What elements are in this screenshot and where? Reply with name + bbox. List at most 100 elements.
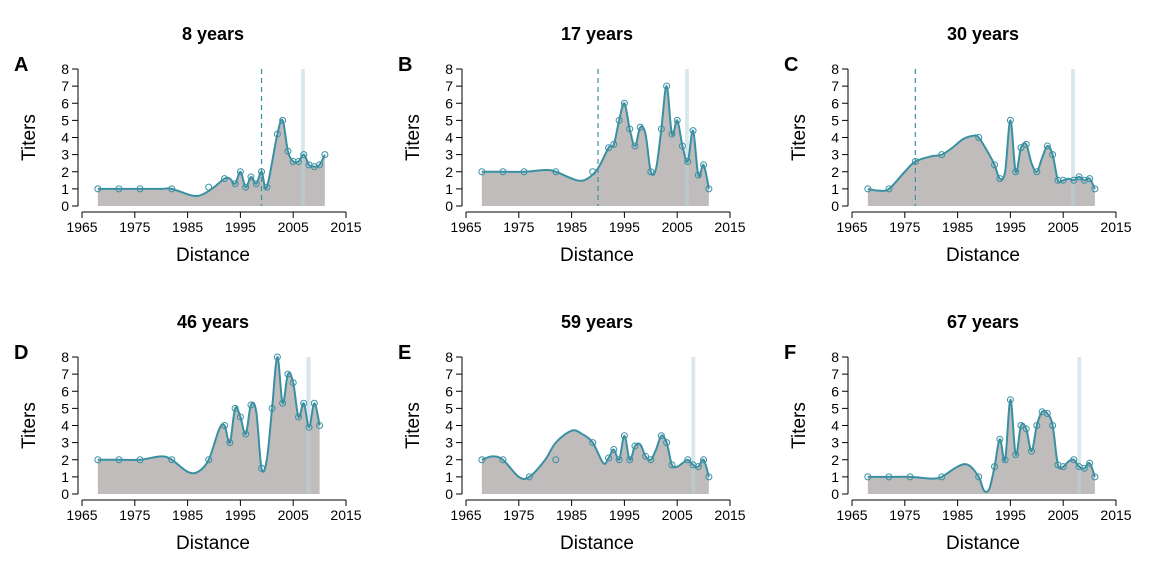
area-fill [97,356,320,494]
data-point [1059,463,1067,471]
data-point [289,157,297,165]
data-point [294,157,302,165]
y-tick-label: 7 [831,366,839,382]
data-point [700,456,708,464]
data-point [1017,422,1025,429]
y-tick-label: 8 [445,349,453,365]
data-point [694,171,702,179]
x-tick-label: 1965 [836,219,867,235]
data-point [221,175,229,183]
data-point [626,125,634,133]
data-point [684,157,692,165]
data-point [136,185,144,193]
data-point [911,157,919,165]
series-line [867,398,1096,493]
y-tick-label: 4 [61,418,69,434]
x-axis-label: Distance [946,533,1020,554]
data-point [300,399,308,407]
data-point [631,442,639,450]
panel-letter: C [784,54,798,76]
x-tick-label: 1975 [503,507,534,523]
y-tick-label: 8 [61,349,69,365]
panel-title: 67 years [947,312,1019,332]
panel-letter: E [398,342,411,364]
data-point [1043,410,1051,418]
data-point [316,422,324,429]
data-point [1033,422,1041,429]
data-point [1012,168,1020,176]
data-point [906,473,914,481]
data-point [689,127,697,135]
x-axis-label: Distance [946,245,1020,266]
x-tick-label: 2005 [278,219,309,235]
x-tick-label: 1975 [889,219,920,235]
data-point [1086,175,1094,183]
data-point [168,456,176,464]
y-tick-label: 0 [445,486,453,502]
y-tick-label: 5 [831,400,839,416]
data-point [94,185,102,193]
data-point [615,456,623,464]
data-point [305,423,313,431]
data-point [1006,396,1014,404]
x-tick-label: 2005 [1048,219,1079,235]
highlight-band [685,69,689,206]
panel-title: 30 years [947,24,1019,44]
data-point [226,439,234,447]
series-line [481,85,710,190]
data-point [231,404,239,412]
panel-title: 17 years [561,24,633,44]
y-tick-label: 4 [831,418,839,434]
y-tick-label: 4 [445,130,453,146]
y-tick-label: 0 [445,198,453,214]
data-point [1054,176,1062,184]
area-fill [867,120,1095,206]
data-point [1006,116,1014,124]
data-point [631,142,639,150]
y-tick-label: 1 [831,181,839,197]
y-tick-label: 3 [831,435,839,451]
data-point [996,175,1004,183]
data-point [258,464,266,472]
x-tick-label: 2015 [1100,219,1131,235]
x-tick-label: 2005 [1048,507,1079,523]
data-point [136,456,144,464]
data-point [620,99,628,107]
data-point [620,432,628,440]
data-point [242,183,250,191]
panel-letter: D [14,342,28,364]
highlight-band [1077,357,1082,494]
x-tick-label: 1965 [66,219,97,235]
y-tick-label: 7 [445,366,453,382]
series-line [97,118,326,198]
y-tick-label: 1 [61,469,69,485]
y-tick-label: 2 [445,164,453,180]
data-point [231,180,239,188]
data-point [626,456,634,464]
data-point [284,370,292,378]
y-axis-label: Titers [19,402,40,449]
y-tick-label: 0 [61,486,69,502]
highlight-band [301,69,305,206]
x-axis-label: Distance [560,533,634,554]
y-tick-label: 6 [61,383,69,399]
data-point [938,151,946,159]
series-line [97,355,321,475]
x-axis-label: Distance [176,533,250,554]
data-point [247,401,255,409]
data-point [478,456,486,464]
panel-title: 46 years [177,312,249,332]
x-tick-label: 1975 [119,507,150,523]
data-point [647,456,655,464]
panel-title: 59 years [561,312,633,332]
data-point [694,463,702,471]
data-point [975,473,983,481]
x-tick-label: 2015 [330,219,361,235]
y-tick-label: 3 [61,435,69,451]
data-point [236,413,244,421]
y-tick-label: 0 [831,486,839,502]
data-point [642,452,650,460]
y-tick-label: 8 [445,61,453,77]
